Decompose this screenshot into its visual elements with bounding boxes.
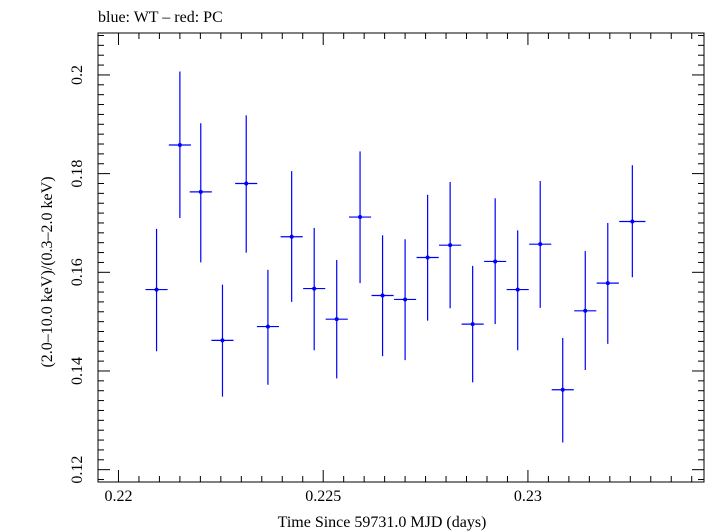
data-point [371, 235, 394, 357]
data-point [461, 265, 484, 383]
point-marker [177, 143, 182, 148]
point-marker [265, 324, 270, 329]
point-marker [312, 286, 317, 291]
data-point [235, 115, 258, 253]
data-point [256, 269, 279, 385]
data-point [325, 259, 348, 379]
data-point [484, 198, 507, 325]
data-point [211, 284, 234, 397]
y-axis: 0.12 0.14 0.16 0.18 0.2 [69, 34, 704, 484]
data-point [348, 151, 372, 284]
y-tick-label: 0.16 [69, 258, 86, 286]
data-point [168, 71, 191, 219]
point-marker [515, 287, 520, 292]
point-marker [403, 297, 408, 302]
point-marker [448, 243, 453, 248]
x-axis: 0.22 0.225 0.23 [97, 33, 693, 505]
data-point [551, 337, 574, 443]
point-marker [334, 317, 339, 322]
data-point [596, 222, 619, 344]
plot-frame [97, 32, 705, 483]
point-marker [605, 281, 610, 286]
data-point [416, 194, 439, 321]
data-series-wt [145, 71, 646, 443]
point-marker [493, 259, 498, 264]
data-point [574, 251, 597, 370]
point-marker [538, 242, 543, 247]
chart-title: blue: WT – red: PC [98, 9, 223, 26]
data-point [394, 239, 417, 361]
x-tick-label: 0.23 [514, 488, 542, 505]
x-tick-label: 0.22 [104, 488, 132, 505]
y-tick-label: 0.18 [69, 160, 86, 188]
y-tick-label: 0.14 [69, 357, 86, 385]
point-marker [470, 322, 475, 327]
point-marker [630, 219, 635, 224]
y-axis-label: (2.0–10.0 keV)/(0.3–2.0 keV) [39, 176, 56, 367]
data-point [529, 181, 552, 308]
data-point [145, 228, 168, 352]
point-marker [220, 338, 225, 343]
point-marker [198, 189, 203, 194]
data-point [439, 182, 462, 309]
data-point [189, 123, 212, 263]
point-marker [583, 308, 588, 313]
data-point [619, 165, 646, 278]
data-point [303, 227, 326, 351]
x-tick-label: 0.225 [305, 488, 341, 505]
data-point [506, 230, 529, 351]
point-marker [154, 287, 159, 292]
data-point [280, 171, 303, 302]
y-tick-label: 0.2 [69, 65, 86, 85]
point-marker [425, 255, 430, 260]
point-marker [358, 215, 363, 220]
x-axis-label: Time Since 59731.0 MJD (days) [278, 514, 487, 531]
point-marker [289, 234, 294, 239]
y-tick-label: 0.12 [69, 456, 86, 484]
point-marker [244, 181, 249, 186]
point-marker [560, 387, 565, 392]
point-marker [380, 293, 385, 298]
